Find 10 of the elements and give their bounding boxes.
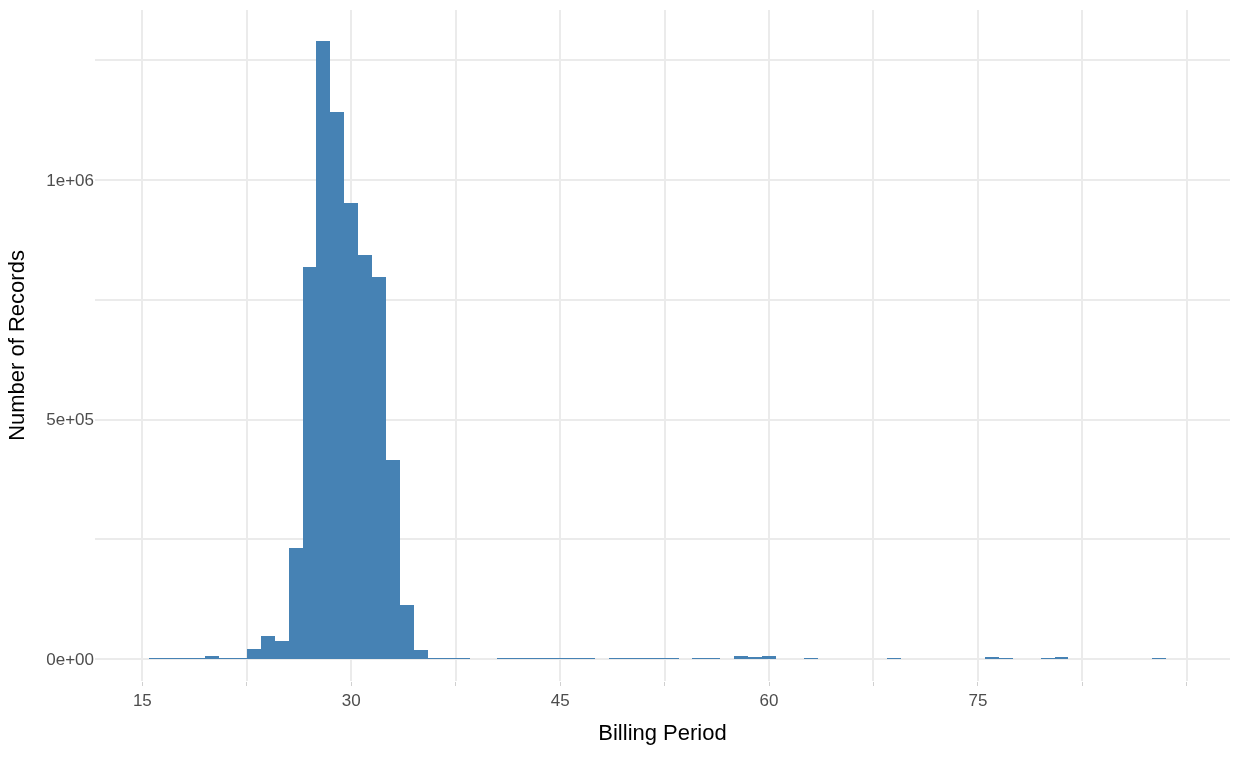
x-tick-label: 30 (341, 691, 361, 711)
x-axis-title: Billing Period (598, 720, 727, 746)
x-tick-label: 15 (132, 691, 152, 711)
x-tick-label: 75 (968, 691, 988, 711)
x-tick-label: 45 (550, 691, 570, 711)
x-tick-label: 60 (759, 691, 779, 711)
y-tick-label: 0e+00 (46, 649, 94, 669)
y-axis-title: Number of Records (4, 250, 30, 441)
y-tick-label: 1e+06 (46, 170, 94, 190)
y-tick-label: 5e+05 (46, 410, 94, 430)
